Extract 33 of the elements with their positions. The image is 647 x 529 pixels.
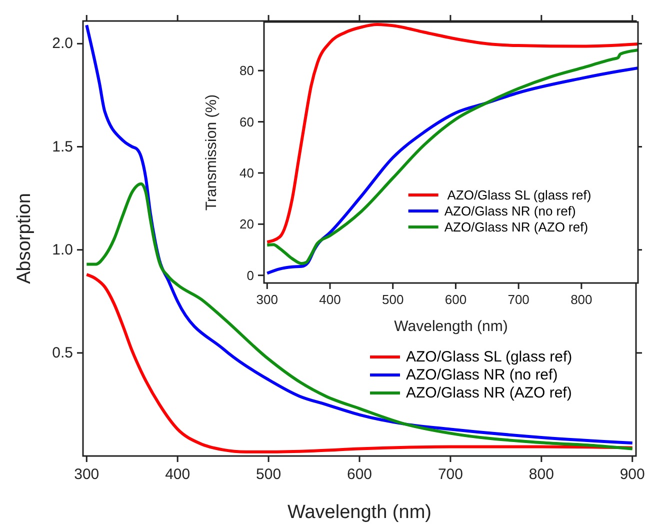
legend-label: AZO/Glass SL (glass ref)	[444, 188, 592, 202]
x-tick-label: 300	[74, 466, 100, 483]
x-tick-label: 800	[528, 466, 554, 483]
x-tick-label: 700	[438, 466, 463, 483]
legend-label: AZO/Glass NR (no ref)	[444, 204, 576, 218]
legend-label: AZO/Glass NR (no ref)	[406, 366, 558, 384]
x-tick-label: 900	[620, 466, 645, 483]
y-axis-title: Absorption	[14, 193, 35, 284]
line-series	[266, 23, 638, 244]
y-tick-label: 0.5	[52, 344, 73, 362]
y-tick-label: 60	[240, 114, 254, 130]
x-tick-label: 300	[256, 292, 278, 307]
x-tick-label: 700	[508, 292, 530, 307]
x-tick-label: 500	[256, 466, 282, 483]
x-axis-title: Wavelength (nm)	[394, 318, 508, 335]
x-tick-label: 400	[319, 292, 341, 307]
x-tick-label: 600	[444, 292, 467, 307]
x-tick-label: 500	[382, 292, 404, 307]
legend-label: AZO/Glass SL (glass ref)	[406, 348, 572, 366]
y-tick-label: 1.5	[52, 138, 73, 156]
x-axis-title: Wavelength (nm)	[288, 502, 432, 523]
x-tick-label: 800	[570, 292, 592, 307]
y-tick-label: 40	[240, 165, 254, 180]
legend-label: AZO/Glass NR (AZO ref)	[406, 384, 572, 402]
x-tick-label: 600	[346, 466, 372, 483]
x-tick-label: 400	[165, 466, 190, 483]
y-tick-label: 2.0	[52, 35, 73, 52]
y-axis-title: Transmission (%)	[203, 94, 220, 211]
legend-label: AZO/Glass NR (AZO ref)	[444, 220, 588, 234]
y-tick-label: 20	[240, 216, 254, 232]
y-tick-label: 0	[246, 268, 254, 283]
y-tick-label: 1.0	[52, 241, 73, 258]
y-tick-label: 80	[240, 63, 254, 78]
